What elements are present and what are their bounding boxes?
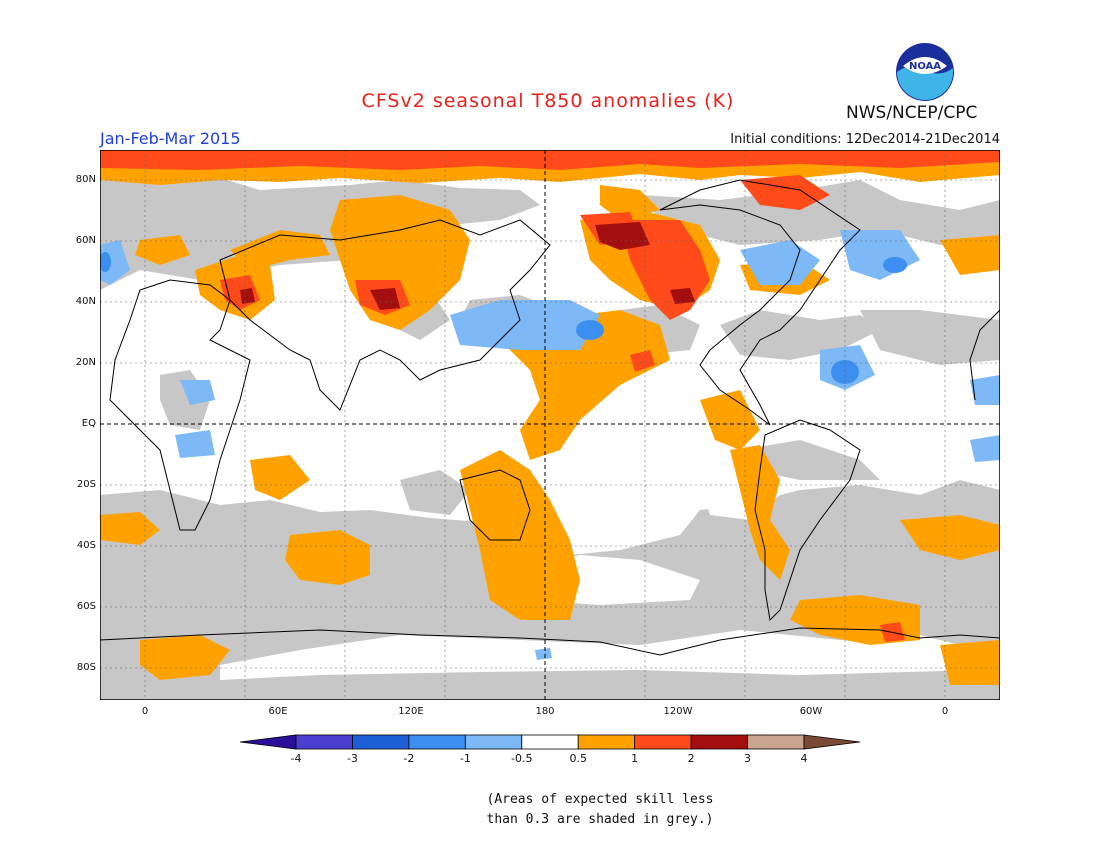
colorbar-label: 3 [744,752,752,765]
colorbar-label: 1 [631,752,639,765]
lat-label-60s: 60S [76,601,96,612]
cool-anomalies [100,230,1000,660]
coastlines [100,179,1000,656]
colorbar-cell-4 [464,734,523,750]
colorbar-cell-5 [521,734,579,750]
colorbar-label: -4 [290,752,302,765]
lat-label-40s: 40S [76,540,96,551]
lon-label-60w: 60W [799,706,823,717]
lat-label-80s: 80S [76,662,96,673]
skill-note-line-1: (Areas of expected skill less [486,792,714,807]
colorbar-cell-1 [295,734,353,750]
very-strong-warm-anomalies [240,222,695,310]
lon-label-0-east: 0 [941,706,949,717]
colorbar-cell-3 [408,734,466,750]
colorbar-cell-8 [690,734,748,750]
graticule [100,150,1000,700]
colorbar-label: -1 [459,752,471,765]
lon-label-180: 180 [535,706,555,717]
colorbar-cell-2 [352,734,410,750]
forecast-period: Jan-Feb-Mar 2015 [100,129,241,148]
agency-label: NWS/NCEP/CPC [846,103,978,123]
colorbar-cell-10 [803,734,860,750]
lon-label-120e: 120E [398,706,424,717]
initial-conditions: Initial conditions: 12Dec2014-21Dec2014 [730,132,1000,147]
skill-note: (Areas of expected skill less than 0.3 a… [470,790,730,830]
lat-label-60n: 60N [75,235,96,246]
colorbar-cell-6 [577,734,636,750]
anomaly-map [100,150,1000,700]
colorbar-label: -0.5 [511,752,533,765]
colorbar [240,734,860,750]
colorbar-cell-7 [634,734,692,750]
lat-label-40n: 40N [75,296,96,307]
colorbar-cell-0 [240,734,297,750]
svg-text:NOAA: NOAA [909,61,941,72]
lon-label-120w: 120W [663,706,693,717]
colorbar-label: 4 [800,752,808,765]
lat-label-20n: 20N [75,357,96,368]
colorbar-label: -3 [346,752,358,765]
colorbar-label: 2 [687,752,695,765]
noaa-logo: NOAA [896,43,954,101]
skill-note-line-2: than 0.3 are shaded in grey.) [486,812,714,827]
lat-label-eq: EQ [81,418,96,429]
lat-label-20s: 20S [76,479,96,490]
moderate-cool-anomalies [100,252,907,384]
lat-label-80n: 80N [75,174,96,185]
lon-label-0: 0 [141,706,149,717]
colorbar-cell-9 [747,734,805,750]
colorbar-label: 0.5 [569,752,587,765]
lon-label-60e: 60E [268,706,288,717]
colorbar-label: -2 [403,752,415,765]
equator-dateline [100,150,1000,700]
chart-title: CFSv2 seasonal T850 anomalies (K) [361,90,735,112]
